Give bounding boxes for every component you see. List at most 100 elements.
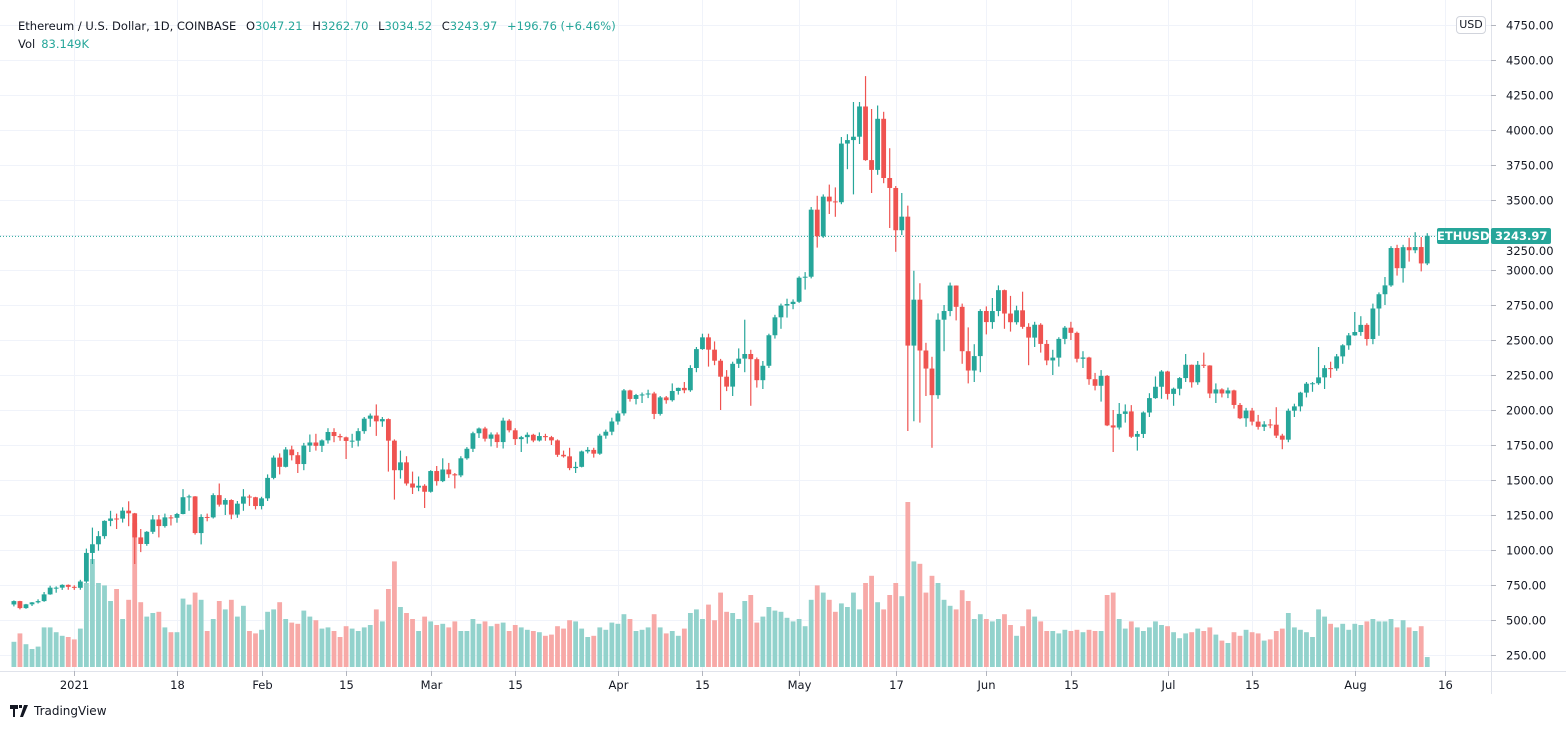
- candle-up[interactable]: [1183, 354, 1189, 382]
- candle-up[interactable]: [307, 434, 313, 453]
- candle-up[interactable]: [778, 303, 784, 329]
- candle-up[interactable]: [796, 276, 802, 303]
- tradingview-logo[interactable]: TradingView: [10, 704, 107, 718]
- candle-up[interactable]: [947, 282, 953, 317]
- candle-up[interactable]: [476, 427, 482, 439]
- candle-up[interactable]: [971, 344, 977, 382]
- candle-down[interactable]: [681, 382, 687, 394]
- candle-down[interactable]: [385, 418, 391, 472]
- candle-down[interactable]: [905, 205, 911, 431]
- candle-up[interactable]: [579, 450, 585, 468]
- candle-up[interactable]: [1388, 246, 1394, 287]
- candle-up[interactable]: [609, 417, 615, 436]
- candle-up[interactable]: [1140, 411, 1146, 438]
- candle-up[interactable]: [1370, 303, 1376, 345]
- candle-down[interactable]: [832, 187, 838, 217]
- candle-down[interactable]: [1237, 403, 1243, 420]
- candle-up[interactable]: [820, 194, 826, 238]
- candle-down[interactable]: [591, 447, 597, 458]
- candle-down[interactable]: [549, 435, 554, 445]
- candle-down[interactable]: [1328, 361, 1334, 378]
- candle-up[interactable]: [772, 314, 778, 339]
- candle-down[interactable]: [1231, 389, 1237, 409]
- candle-up[interactable]: [585, 447, 591, 454]
- candle-down[interactable]: [404, 456, 409, 486]
- candle-down[interactable]: [881, 111, 887, 184]
- candle-down[interactable]: [1255, 414, 1261, 430]
- candle-down[interactable]: [1279, 433, 1285, 450]
- candle-down[interactable]: [1020, 291, 1025, 329]
- candle-up[interactable]: [1310, 382, 1315, 392]
- candle-down[interactable]: [543, 433, 548, 441]
- candle-up[interactable]: [857, 102, 862, 144]
- candle-down[interactable]: [1267, 419, 1273, 429]
- candle-down[interactable]: [1418, 237, 1424, 272]
- candle-up[interactable]: [210, 493, 216, 519]
- candle-up[interactable]: [198, 514, 204, 545]
- candle-down[interactable]: [65, 584, 71, 590]
- candle-down[interactable]: [814, 195, 820, 248]
- candle-up[interactable]: [222, 498, 228, 515]
- candle-up[interactable]: [977, 309, 983, 373]
- candle-down[interactable]: [754, 357, 760, 388]
- candle-down[interactable]: [1394, 244, 1400, 276]
- candle-up[interactable]: [470, 431, 476, 452]
- candle-up[interactable]: [603, 429, 609, 439]
- currency-badge[interactable]: USD: [1456, 16, 1486, 34]
- candle-down[interactable]: [192, 496, 198, 535]
- candle-up[interactable]: [899, 193, 905, 235]
- candle-down[interactable]: [1219, 388, 1225, 398]
- candle-up[interactable]: [694, 347, 699, 373]
- candle-down[interactable]: [373, 404, 379, 436]
- candle-up[interactable]: [1159, 370, 1164, 399]
- candle-up[interactable]: [996, 285, 1001, 317]
- candle-down[interactable]: [1092, 372, 1098, 391]
- candle-up[interactable]: [760, 361, 766, 389]
- candle-down[interactable]: [337, 433, 343, 441]
- candle-down[interactable]: [651, 391, 657, 420]
- candle-up[interactable]: [802, 272, 808, 290]
- candle-up[interactable]: [120, 507, 126, 523]
- candle-up[interactable]: [1298, 391, 1303, 412]
- candle-up[interactable]: [174, 512, 180, 523]
- candle-down[interactable]: [247, 494, 252, 506]
- candle-down[interactable]: [1406, 237, 1412, 262]
- candle-down[interactable]: [331, 428, 337, 443]
- candle-down[interactable]: [446, 462, 452, 478]
- candle-up[interactable]: [1195, 361, 1201, 385]
- candle-down[interactable]: [253, 496, 258, 510]
- candle-up[interactable]: [935, 313, 941, 399]
- candle-up[interactable]: [464, 447, 470, 460]
- candle-up[interactable]: [180, 489, 186, 515]
- candle-down[interactable]: [712, 341, 717, 366]
- candle-up[interactable]: [657, 396, 663, 416]
- candle-down[interactable]: [295, 452, 301, 473]
- candle-down[interactable]: [965, 327, 971, 384]
- candle-up[interactable]: [259, 496, 264, 510]
- candle-up[interactable]: [1122, 404, 1128, 423]
- candle-up[interactable]: [1098, 370, 1104, 402]
- candle-down[interactable]: [1074, 331, 1080, 363]
- candle-down[interactable]: [156, 515, 162, 538]
- symbol-title[interactable]: Ethereum / U.S. Dollar, 1D, COINBASE: [18, 19, 237, 33]
- candle-up[interactable]: [361, 417, 367, 434]
- candle-up[interactable]: [633, 393, 639, 405]
- candle-down[interactable]: [482, 426, 488, 442]
- candle-down[interactable]: [422, 484, 428, 508]
- candle-down[interactable]: [1189, 364, 1195, 388]
- candle-up[interactable]: [458, 456, 464, 478]
- candle-up[interactable]: [96, 531, 101, 551]
- candle-up[interactable]: [83, 548, 89, 583]
- candle-up[interactable]: [597, 433, 603, 455]
- candle-up[interactable]: [283, 447, 289, 468]
- candle-up[interactable]: [301, 442, 307, 471]
- candle-down[interactable]: [893, 186, 899, 252]
- candle-down[interactable]: [826, 184, 832, 214]
- candle-up[interactable]: [265, 474, 270, 501]
- candle-up[interactable]: [47, 585, 53, 595]
- candle-up[interactable]: [1334, 354, 1340, 371]
- candle-up[interactable]: [911, 270, 917, 422]
- candle-up[interactable]: [59, 584, 65, 590]
- candle-up[interactable]: [241, 489, 246, 511]
